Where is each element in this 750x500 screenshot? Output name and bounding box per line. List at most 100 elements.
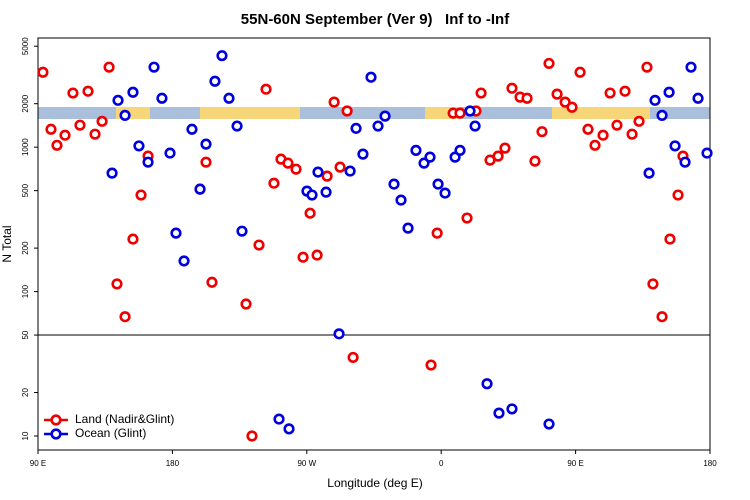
point bbox=[344, 165, 356, 177]
x-tick-label: 180 bbox=[703, 459, 717, 468]
point bbox=[127, 86, 139, 98]
point bbox=[111, 278, 123, 290]
point bbox=[663, 86, 675, 98]
point bbox=[574, 66, 586, 78]
y-tick-label: 50 bbox=[21, 330, 30, 339]
point bbox=[200, 138, 212, 150]
point bbox=[582, 123, 594, 135]
point bbox=[283, 423, 295, 435]
point bbox=[37, 66, 49, 78]
point bbox=[492, 150, 504, 162]
point bbox=[432, 178, 444, 190]
point bbox=[551, 88, 563, 100]
point bbox=[290, 163, 302, 175]
x-tick-label: 90 E bbox=[30, 459, 46, 468]
point bbox=[692, 92, 704, 104]
point bbox=[454, 144, 466, 156]
point bbox=[350, 122, 362, 134]
point bbox=[611, 119, 623, 131]
point bbox=[536, 126, 548, 138]
x-tick-label: 0 bbox=[439, 459, 444, 468]
point bbox=[89, 128, 101, 140]
point bbox=[306, 189, 318, 201]
point bbox=[103, 61, 115, 73]
point bbox=[499, 142, 511, 154]
point bbox=[119, 109, 131, 121]
point bbox=[106, 167, 118, 179]
point bbox=[170, 227, 182, 239]
legend-marker bbox=[50, 414, 62, 426]
point bbox=[493, 407, 505, 419]
point bbox=[439, 187, 451, 199]
point bbox=[304, 207, 316, 219]
point bbox=[45, 123, 57, 135]
point bbox=[311, 249, 323, 261]
point bbox=[341, 105, 353, 117]
point bbox=[641, 61, 653, 73]
point bbox=[178, 255, 190, 267]
point bbox=[521, 92, 533, 104]
point bbox=[328, 96, 340, 108]
point bbox=[664, 233, 676, 245]
point bbox=[82, 85, 94, 97]
point bbox=[260, 83, 272, 95]
point bbox=[425, 359, 437, 371]
point bbox=[135, 189, 147, 201]
point bbox=[431, 227, 443, 239]
legend-marker bbox=[50, 428, 62, 440]
x-tick-label: 180 bbox=[166, 459, 180, 468]
point bbox=[424, 151, 436, 163]
point bbox=[626, 128, 638, 140]
point bbox=[156, 92, 168, 104]
point bbox=[206, 276, 218, 288]
point bbox=[200, 156, 212, 168]
point bbox=[669, 140, 681, 152]
point bbox=[133, 140, 145, 152]
point bbox=[236, 225, 248, 237]
plot-frame bbox=[37, 37, 711, 451]
point bbox=[410, 144, 422, 156]
point bbox=[320, 186, 332, 198]
point bbox=[589, 139, 601, 151]
point bbox=[334, 161, 346, 173]
point bbox=[240, 298, 252, 310]
point bbox=[216, 50, 228, 62]
point bbox=[74, 119, 86, 131]
point bbox=[649, 94, 661, 106]
y-tick-label: 200 bbox=[21, 241, 30, 255]
y-tick-label: 2000 bbox=[21, 94, 30, 112]
point bbox=[566, 101, 578, 113]
point bbox=[481, 378, 493, 390]
y-tick-label: 500 bbox=[21, 183, 30, 197]
point bbox=[268, 177, 280, 189]
point bbox=[194, 183, 206, 195]
point bbox=[529, 155, 541, 167]
y-axis-label: N Total bbox=[0, 225, 14, 262]
point bbox=[273, 413, 285, 425]
point bbox=[96, 115, 108, 127]
point bbox=[333, 328, 345, 340]
point bbox=[297, 251, 309, 263]
point bbox=[164, 147, 176, 159]
point bbox=[209, 75, 221, 87]
point bbox=[701, 147, 713, 159]
point bbox=[142, 156, 154, 168]
point bbox=[506, 403, 518, 415]
point bbox=[461, 212, 473, 224]
point bbox=[604, 87, 616, 99]
mask-band bbox=[38, 107, 710, 119]
x-tick-label: 90 W bbox=[297, 459, 316, 468]
point bbox=[475, 87, 487, 99]
point bbox=[67, 87, 79, 99]
point bbox=[454, 107, 466, 119]
y-tick-label: 1000 bbox=[21, 138, 30, 156]
point bbox=[395, 194, 407, 206]
point bbox=[186, 123, 198, 135]
y-tick-label: 100 bbox=[21, 284, 30, 298]
point bbox=[312, 166, 324, 178]
point bbox=[112, 94, 124, 106]
point bbox=[365, 71, 377, 83]
point bbox=[619, 85, 631, 97]
point bbox=[253, 239, 265, 251]
